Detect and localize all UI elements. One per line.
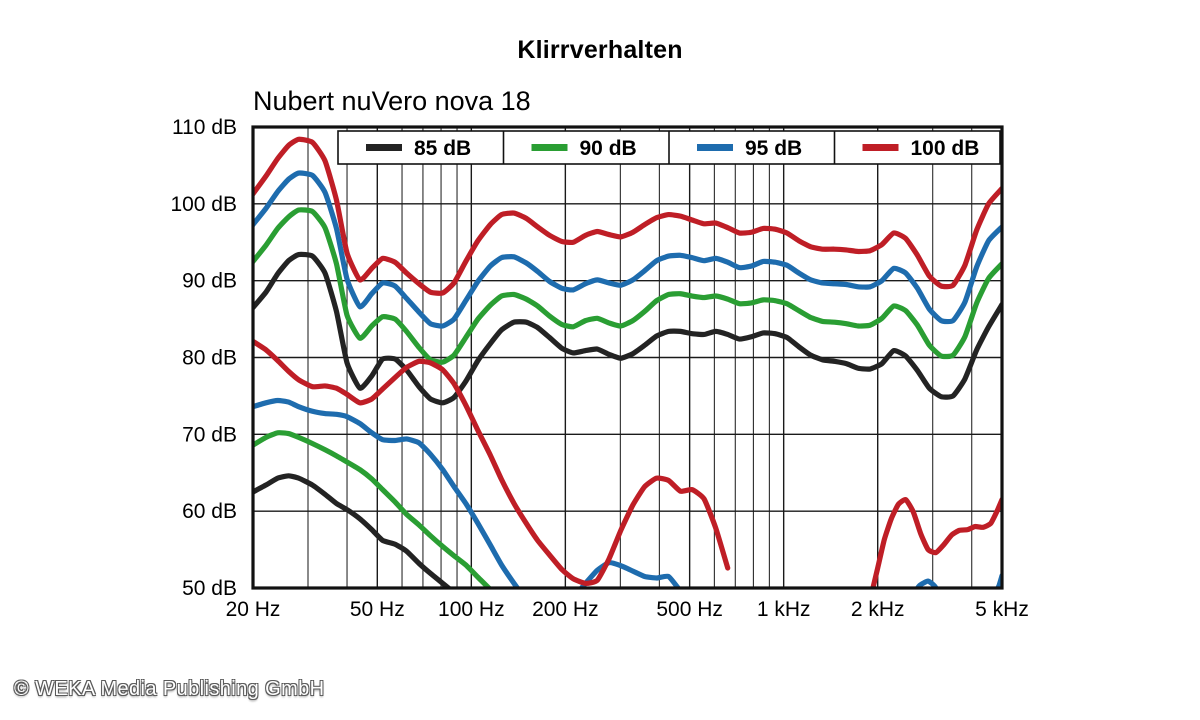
x-tick-label: 1 kHz — [757, 598, 811, 621]
distortion-plot: 85 dB 90 dB 95 dB 100 dB 50 dB 60 dB 70 dB 80 … — [170, 116, 1029, 621]
y-tick-label: 70 dB — [182, 423, 237, 446]
y-tick-label: 110 dB — [172, 116, 237, 139]
series-traces — [253, 136, 1002, 588]
y-tick-label: 90 dB — [182, 270, 237, 293]
x-tick-label: 5 kHz — [975, 598, 1029, 621]
y-tick-label: 50 dB — [182, 577, 237, 600]
trace-100-db-distortion-blip — [791, 586, 796, 588]
trace-100-db-distortion — [253, 338, 731, 586]
plot-frame — [251, 125, 1004, 590]
trace-95-db-distortion — [253, 397, 521, 588]
x-tick-label: 50 Hz — [350, 598, 405, 621]
trace-90-db-distortion — [253, 430, 493, 588]
legend-label-85-db: 85 dB — [414, 137, 471, 160]
trace-90-db — [253, 207, 1002, 365]
y-tick-label: 100 dB — [170, 193, 237, 216]
y-tick-label: 80 dB — [182, 347, 237, 370]
trace-95-db-distortion-top — [914, 578, 939, 588]
copyright-notice: © WEKA Media Publishing GmbH — [14, 678, 325, 700]
x-axis-tick-labels: 20 Hz 50 Hz 100 Hz 200 Hz 500 Hz 1 kHz 2 kHz 5 … — [226, 598, 1029, 621]
trace-95-db — [253, 170, 1002, 329]
x-tick-label: 20 Hz — [226, 598, 281, 621]
legend: 85 dB 90 dB 95 dB 100 dB — [337, 130, 1001, 165]
legend-label-95-db: 95 dB — [745, 137, 802, 160]
y-axis-tick-labels: 50 dB 60 dB 70 dB 80 dB 90 dB 100 dB 110 dB — [170, 116, 237, 600]
x-tick-label: 100 Hz — [438, 598, 505, 621]
x-tick-label: 2 kHz — [851, 598, 905, 621]
page-title: Klirrverhalten — [517, 36, 683, 64]
trace-95-db-distortion-high — [578, 560, 682, 588]
x-tick-label: 200 Hz — [532, 598, 599, 621]
legend-label-90-db: 90 dB — [580, 137, 637, 160]
chart-subtitle: Nubert nuVero nova 18 — [253, 86, 531, 116]
trace-100-db-distortion-high — [870, 496, 1002, 588]
trace-85-db — [253, 251, 1002, 406]
legend-label-100-db: 100 dB — [911, 137, 980, 160]
y-tick-label: 60 dB — [182, 500, 237, 523]
trace-85-db-distortion — [253, 473, 453, 588]
trace-100-db — [253, 136, 1002, 296]
x-tick-label: 500 Hz — [656, 598, 723, 621]
